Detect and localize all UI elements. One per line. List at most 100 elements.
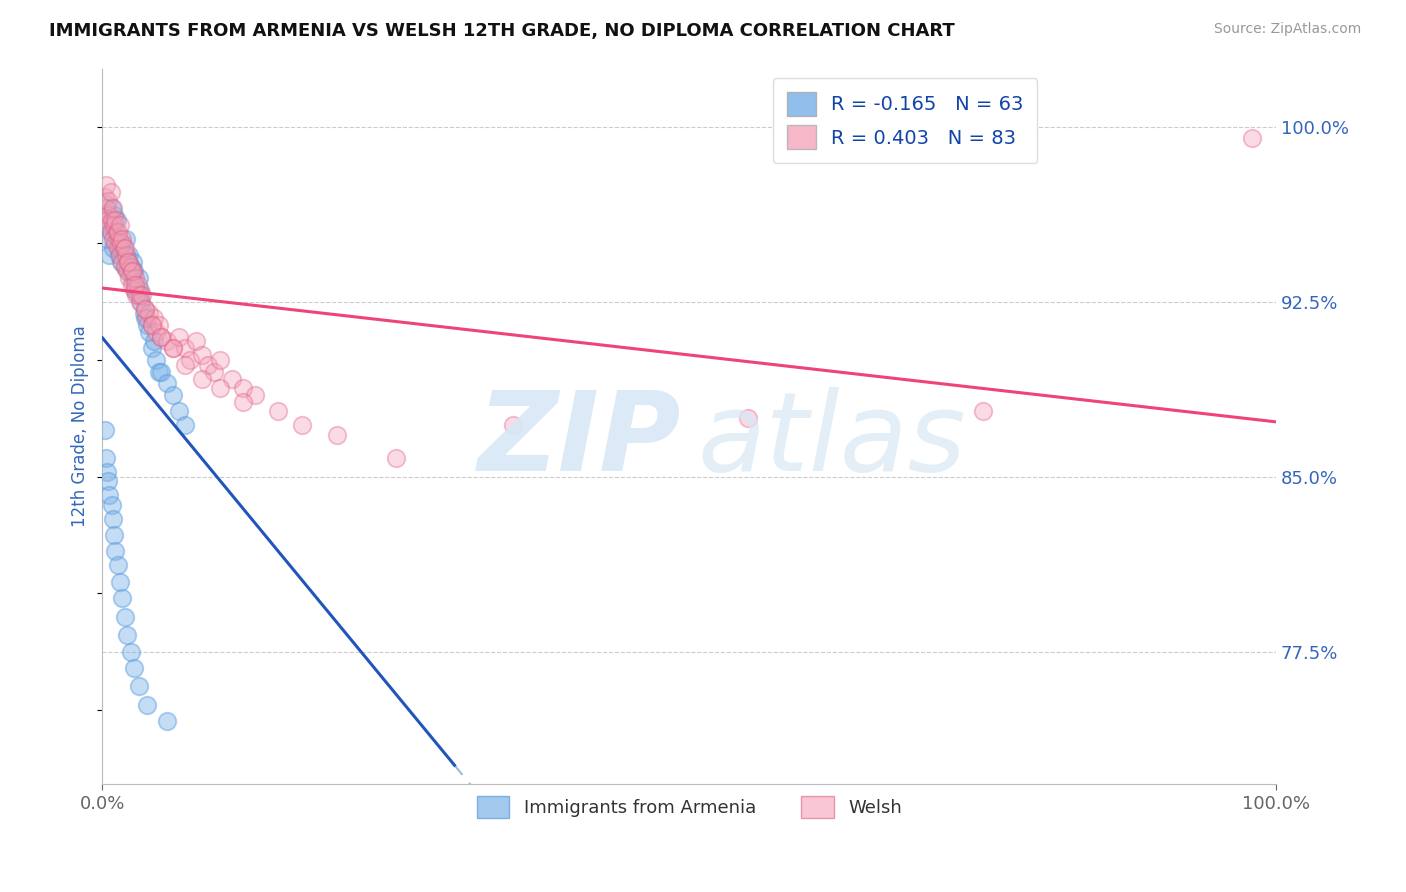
Point (103, 218, 125, 232)
Point (115, 232, 138, 246)
Point (101, 202, 124, 216)
Point (111, 232, 134, 246)
Point (167, 404, 190, 418)
Point (104, 544, 127, 558)
Point (101, 511, 124, 525)
Point (143, 334, 166, 349)
Point (162, 342, 184, 356)
Legend: Immigrants from Armenia, Welsh: Immigrants from Armenia, Welsh (470, 789, 908, 825)
Point (111, 255, 134, 269)
Point (97, 194, 120, 209)
Point (122, 264, 145, 278)
Point (110, 236, 132, 251)
Point (131, 287, 153, 301)
Point (737, 411, 759, 425)
Point (107, 225, 129, 239)
Point (120, 644, 142, 658)
Point (100, 225, 122, 239)
Point (112, 241, 135, 255)
Point (125, 287, 148, 301)
Point (110, 255, 132, 269)
Point (101, 218, 124, 232)
Point (100, 185, 122, 199)
Point (202, 365, 225, 379)
Point (98, 248, 121, 262)
Point (129, 283, 152, 297)
Point (117, 255, 139, 269)
Point (129, 294, 152, 309)
Point (107, 236, 129, 251)
Point (104, 225, 127, 239)
Point (145, 325, 167, 339)
Point (108, 248, 131, 262)
Point (124, 278, 146, 293)
Point (138, 325, 160, 339)
Point (972, 404, 994, 418)
Point (101, 213, 124, 227)
Point (232, 381, 254, 395)
Point (191, 372, 214, 386)
Point (156, 376, 179, 391)
Point (208, 381, 231, 395)
Point (134, 311, 156, 326)
Point (208, 353, 231, 368)
Text: atlas: atlas (697, 387, 966, 494)
Point (156, 714, 179, 729)
Point (122, 661, 145, 675)
Text: IMMIGRANTS FROM ARMENIA VS WELSH 12TH GRADE, NO DIPLOMA CORRELATION CHART: IMMIGRANTS FROM ARMENIA VS WELSH 12TH GR… (49, 22, 955, 40)
Point (124, 283, 146, 297)
Point (120, 260, 142, 274)
Point (136, 311, 159, 326)
Point (103, 528, 125, 542)
Point (502, 418, 524, 433)
Point (141, 318, 163, 332)
Point (114, 609, 136, 624)
Point (148, 318, 170, 332)
Point (162, 388, 184, 402)
Point (104, 213, 127, 227)
Point (122, 255, 145, 269)
Point (96, 232, 118, 246)
Point (150, 329, 173, 343)
Point (121, 271, 143, 285)
Point (197, 358, 219, 372)
Point (108, 248, 131, 262)
Point (122, 264, 145, 278)
Point (326, 427, 349, 442)
Point (385, 450, 408, 465)
Point (162, 342, 184, 356)
Point (97, 475, 120, 489)
Point (117, 264, 139, 278)
Point (105, 213, 128, 227)
Point (98, 209, 121, 223)
Point (115, 251, 138, 265)
Point (101, 232, 124, 246)
Point (291, 418, 314, 433)
Point (114, 241, 136, 255)
Point (115, 248, 138, 262)
Point (232, 395, 254, 409)
Point (243, 388, 266, 402)
Text: Source: ZipAtlas.com: Source: ZipAtlas.com (1213, 22, 1361, 37)
Point (173, 358, 195, 372)
Point (98, 488, 121, 502)
Point (128, 680, 150, 694)
Point (94, 423, 117, 437)
Point (94, 202, 117, 216)
Point (118, 271, 141, 285)
Point (108, 574, 131, 589)
Point (141, 342, 163, 356)
Point (94, 190, 117, 204)
Point (114, 260, 136, 274)
Point (115, 264, 138, 278)
Point (138, 306, 160, 320)
Point (156, 334, 179, 349)
Point (221, 372, 243, 386)
Point (141, 318, 163, 332)
Point (129, 294, 152, 309)
Point (145, 353, 167, 368)
Point (108, 232, 131, 246)
Point (107, 558, 129, 573)
Point (101, 241, 124, 255)
Point (108, 241, 131, 255)
